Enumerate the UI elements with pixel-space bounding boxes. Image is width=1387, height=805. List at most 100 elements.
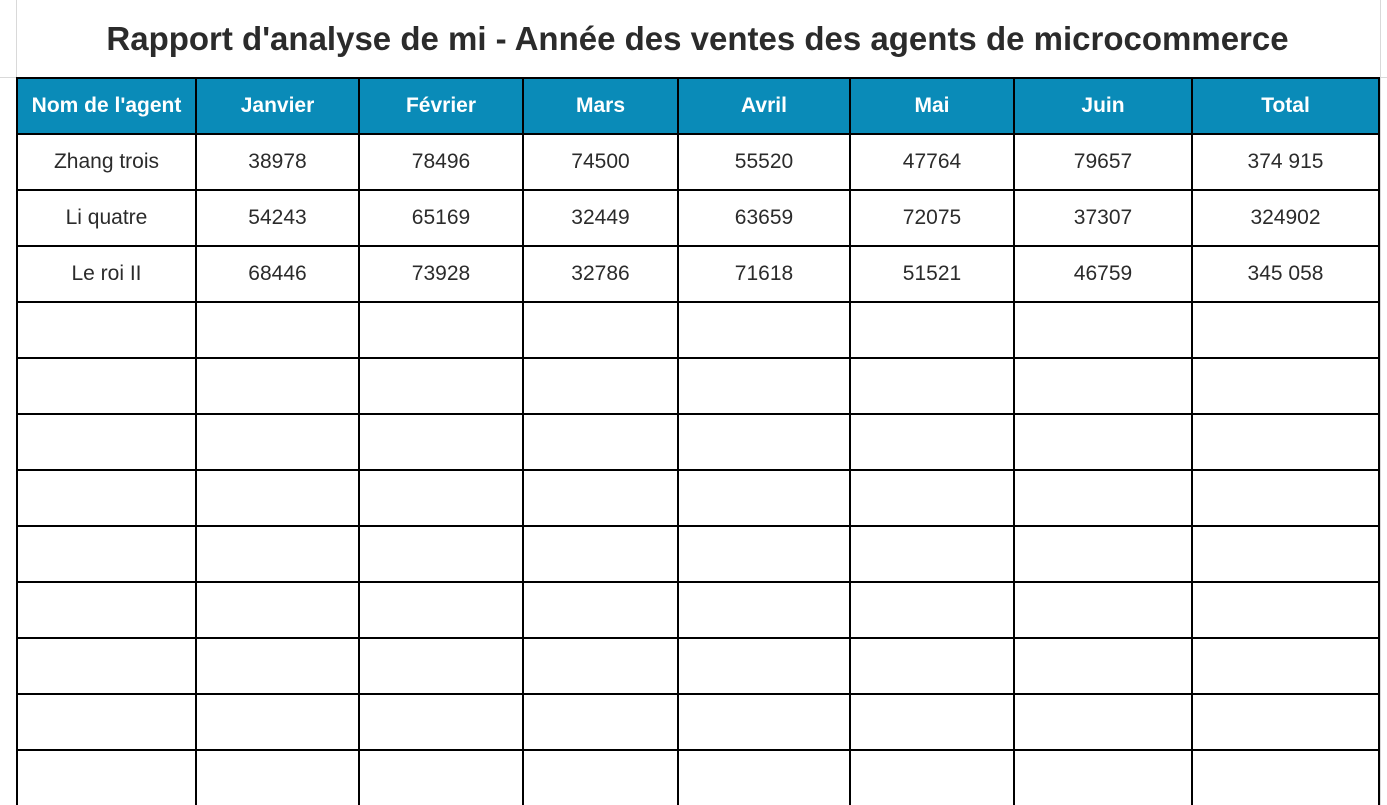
table-cell[interactable]: 78496 [358, 133, 524, 191]
empty-table-cell[interactable] [195, 525, 360, 583]
empty-table-cell[interactable] [849, 413, 1015, 471]
empty-table-cell[interactable] [677, 637, 851, 695]
empty-table-cell[interactable] [677, 357, 851, 415]
empty-table-cell[interactable] [1191, 525, 1380, 583]
empty-table-cell[interactable] [1191, 301, 1380, 359]
table-cell[interactable]: 374 915 [1191, 133, 1380, 191]
table-cell[interactable]: 46759 [1013, 245, 1193, 303]
empty-table-cell[interactable] [1191, 637, 1380, 695]
table-cell[interactable]: 47764 [849, 133, 1015, 191]
empty-table-cell[interactable] [16, 301, 197, 359]
table-cell[interactable]: 71618 [677, 245, 851, 303]
empty-table-cell[interactable] [849, 637, 1015, 695]
empty-table-cell[interactable] [677, 525, 851, 583]
empty-table-cell[interactable] [358, 357, 524, 415]
empty-table-cell[interactable] [1013, 469, 1193, 527]
empty-table-cell[interactable] [522, 637, 679, 695]
header-cell-total[interactable]: Total [1191, 77, 1380, 135]
empty-table-cell[interactable] [849, 469, 1015, 527]
empty-table-cell[interactable] [358, 581, 524, 639]
empty-table-cell[interactable] [1013, 301, 1193, 359]
empty-table-cell[interactable] [16, 749, 197, 805]
empty-table-cell[interactable] [1013, 525, 1193, 583]
table-cell[interactable]: Li quatre [16, 189, 197, 247]
empty-table-cell[interactable] [195, 413, 360, 471]
empty-table-cell[interactable] [16, 469, 197, 527]
empty-table-cell[interactable] [1013, 637, 1193, 695]
empty-table-cell[interactable] [1013, 749, 1193, 805]
header-cell-juin[interactable]: Juin [1013, 77, 1193, 135]
empty-table-cell[interactable] [522, 693, 679, 751]
empty-table-cell[interactable] [358, 693, 524, 751]
empty-table-cell[interactable] [522, 749, 679, 805]
table-cell[interactable]: 79657 [1013, 133, 1193, 191]
empty-table-cell[interactable] [1013, 581, 1193, 639]
empty-table-cell[interactable] [677, 581, 851, 639]
empty-table-cell[interactable] [16, 525, 197, 583]
table-cell[interactable]: 38978 [195, 133, 360, 191]
empty-table-cell[interactable] [16, 693, 197, 751]
empty-table-cell[interactable] [1013, 357, 1193, 415]
header-cell-mai[interactable]: Mai [849, 77, 1015, 135]
empty-table-cell[interactable] [849, 301, 1015, 359]
empty-table-cell[interactable] [195, 469, 360, 527]
header-cell-mars[interactable]: Mars [522, 77, 679, 135]
table-cell[interactable]: Zhang trois [16, 133, 197, 191]
empty-table-cell[interactable] [195, 637, 360, 695]
report-title[interactable]: Rapport d'analyse de mi - Année des vent… [106, 19, 1289, 57]
empty-table-cell[interactable] [1191, 413, 1380, 471]
empty-table-cell[interactable] [522, 357, 679, 415]
empty-table-cell[interactable] [1191, 693, 1380, 751]
header-cell-janvier[interactable]: Janvier [195, 77, 360, 135]
table-cell[interactable]: 32449 [522, 189, 679, 247]
empty-table-cell[interactable] [677, 693, 851, 751]
empty-table-cell[interactable] [358, 525, 524, 583]
empty-table-cell[interactable] [358, 749, 524, 805]
empty-table-cell[interactable] [677, 469, 851, 527]
header-cell-fevrier[interactable]: Février [358, 77, 524, 135]
table-cell[interactable]: 324902 [1191, 189, 1380, 247]
empty-table-cell[interactable] [1191, 581, 1380, 639]
empty-table-cell[interactable] [358, 469, 524, 527]
header-cell-avril[interactable]: Avril [677, 77, 851, 135]
empty-table-cell[interactable] [849, 525, 1015, 583]
empty-table-cell[interactable] [358, 301, 524, 359]
empty-table-cell[interactable] [195, 357, 360, 415]
table-cell[interactable]: 73928 [358, 245, 524, 303]
empty-table-cell[interactable] [195, 693, 360, 751]
empty-table-cell[interactable] [849, 357, 1015, 415]
empty-table-cell[interactable] [677, 413, 851, 471]
empty-table-cell[interactable] [16, 637, 197, 695]
empty-table-cell[interactable] [522, 469, 679, 527]
empty-table-cell[interactable] [522, 525, 679, 583]
empty-table-cell[interactable] [16, 413, 197, 471]
empty-table-cell[interactable] [195, 301, 360, 359]
table-cell[interactable]: 54243 [195, 189, 360, 247]
table-cell[interactable]: 345 058 [1191, 245, 1380, 303]
table-cell[interactable]: 65169 [358, 189, 524, 247]
empty-table-cell[interactable] [16, 357, 197, 415]
empty-table-cell[interactable] [195, 581, 360, 639]
table-cell[interactable]: 63659 [677, 189, 851, 247]
empty-table-cell[interactable] [1013, 693, 1193, 751]
empty-table-cell[interactable] [677, 749, 851, 805]
table-cell[interactable]: 32786 [522, 245, 679, 303]
empty-table-cell[interactable] [358, 413, 524, 471]
empty-table-cell[interactable] [1191, 357, 1380, 415]
empty-table-cell[interactable] [358, 637, 524, 695]
empty-table-cell[interactable] [195, 749, 360, 805]
empty-table-cell[interactable] [1013, 413, 1193, 471]
table-cell[interactable]: 74500 [522, 133, 679, 191]
empty-table-cell[interactable] [849, 581, 1015, 639]
table-cell[interactable]: 37307 [1013, 189, 1193, 247]
table-cell[interactable]: 51521 [849, 245, 1015, 303]
empty-table-cell[interactable] [849, 693, 1015, 751]
table-cell[interactable]: Le roi II [16, 245, 197, 303]
empty-table-cell[interactable] [522, 301, 679, 359]
empty-table-cell[interactable] [849, 749, 1015, 805]
empty-table-cell[interactable] [16, 581, 197, 639]
header-cell-agent[interactable]: Nom de l'agent [16, 77, 197, 135]
empty-table-cell[interactable] [522, 413, 679, 471]
empty-table-cell[interactable] [677, 301, 851, 359]
table-cell[interactable]: 55520 [677, 133, 851, 191]
